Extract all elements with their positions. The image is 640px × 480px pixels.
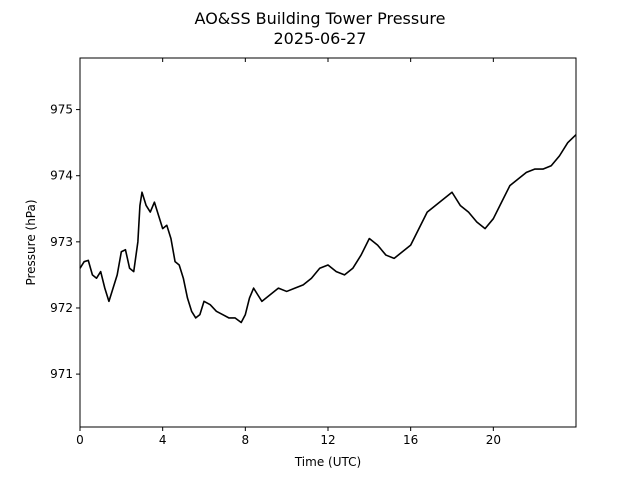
y-ticks: 971 972 973 974 975 [50,103,80,381]
x-tick-label: 12 [320,433,335,447]
chart-subtitle: 2025-06-27 [274,29,367,48]
x-tick-label: 4 [159,433,167,447]
y-tick-label: 971 [50,367,73,381]
x-tick-label: 0 [76,433,84,447]
series-layer [79,134,577,324]
pressure-series-line [79,134,577,324]
x-tick-label: 16 [403,433,418,447]
y-tick-label: 972 [50,301,73,315]
x-tick-label: 8 [242,433,250,447]
x-tick-label: 20 [486,433,501,447]
y-axis-label: Pressure (hPa) [24,199,38,285]
x-ticks: 0 4 8 12 16 20 [76,58,501,447]
y-tick-label: 974 [50,169,73,183]
plot-area [80,58,576,427]
chart-title: AO&SS Building Tower Pressure [195,9,446,28]
y-tick-label: 975 [50,103,73,117]
x-axis-label: Time (UTC) [294,455,361,469]
y-tick-label: 973 [50,235,73,249]
plot-frame [79,57,577,428]
